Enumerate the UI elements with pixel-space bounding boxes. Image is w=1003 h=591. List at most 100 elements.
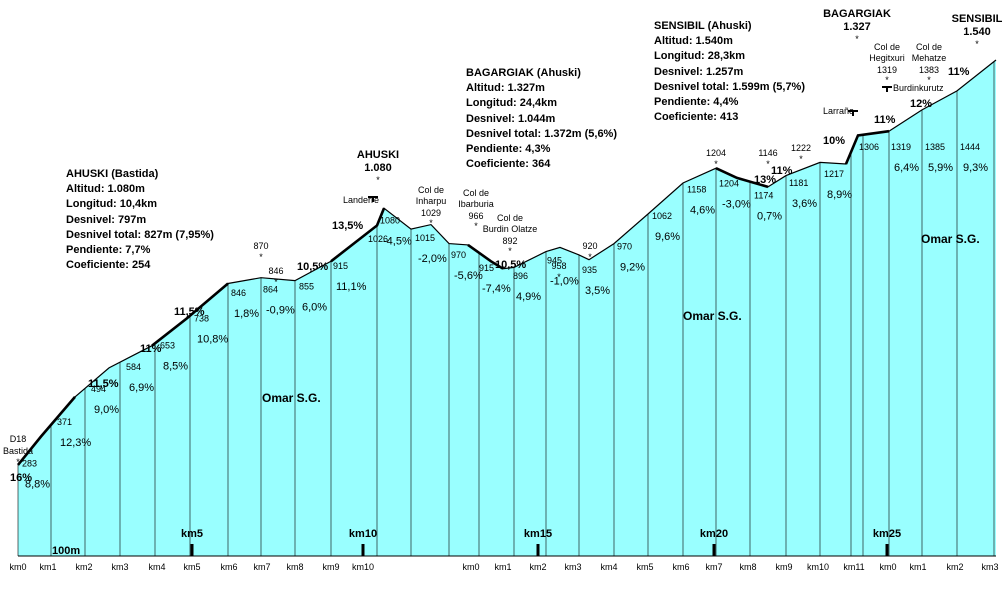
segment-gradient-label: 9,0% bbox=[94, 404, 119, 416]
info-box-line: Pendiente: 4,4% bbox=[654, 96, 739, 109]
segment-gradient-label: 8,9% bbox=[827, 189, 852, 201]
max-gradient-label: 16% bbox=[10, 472, 32, 484]
steep-section bbox=[330, 207, 386, 263]
info-box-line: Desnivel: 797m bbox=[66, 213, 147, 226]
spot-height: 920 bbox=[582, 241, 597, 251]
summit-elevation: 1.540 bbox=[963, 26, 991, 38]
place-label: Landerre bbox=[343, 195, 379, 205]
segment-elevation-label: 915 bbox=[333, 261, 348, 271]
segment-gradient-label: 9,6% bbox=[655, 231, 680, 243]
info-box-line: Longitud: 24,4km bbox=[466, 97, 558, 110]
segment-gradient-label: 9,3% bbox=[963, 162, 988, 174]
col-elevation: 966 bbox=[468, 211, 483, 221]
col-asterisk: * bbox=[885, 75, 889, 85]
segment-elevation-label: 738 bbox=[194, 313, 209, 323]
segment-elevation-label: 846 bbox=[231, 288, 246, 298]
place-marker-stem bbox=[886, 86, 888, 92]
max-gradient-label: 10,5% bbox=[495, 259, 526, 271]
summit-asterisk: * bbox=[855, 34, 859, 44]
info-box-title: AHUSKI (Bastida) bbox=[66, 168, 159, 180]
km-tick-label: km7 bbox=[253, 562, 270, 572]
col-asterisk: * bbox=[927, 75, 931, 85]
summit-asterisk: * bbox=[975, 39, 979, 49]
km-tick-label: km1 bbox=[39, 562, 56, 572]
km-tick-label: km3 bbox=[981, 562, 998, 572]
start-label: D18 bbox=[10, 434, 27, 444]
segment-gradient-label: 6,0% bbox=[302, 301, 327, 313]
km-tick-label: km5 bbox=[636, 562, 653, 572]
km-tick-label: km4 bbox=[600, 562, 617, 572]
info-box-sensibil: SENSIBIL (Ahuski) Altitud: 1.540m Longit… bbox=[654, 19, 805, 125]
start-label: Bastida bbox=[3, 446, 33, 456]
info-box-line: Desnivel: 1.257m bbox=[654, 65, 744, 78]
place-label: Larrañe bbox=[823, 106, 854, 116]
info-box-line: Desnivel total: 1.372m (5,6%) bbox=[466, 127, 618, 140]
km-tick-label: km9 bbox=[775, 562, 792, 572]
watermark: Omar S.G. bbox=[262, 391, 321, 405]
segment-gradient-label: 9,2% bbox=[620, 262, 645, 274]
segment-gradient-label: -7,4% bbox=[482, 283, 511, 295]
watermark: Omar S.G. bbox=[683, 309, 742, 323]
km-tick-label: km5 bbox=[183, 562, 200, 572]
col-name: Ibarburia bbox=[458, 199, 494, 209]
km-tick-label: km6 bbox=[672, 562, 689, 572]
spot-height-asterisk: * bbox=[588, 252, 592, 262]
km-tick-label: km0 bbox=[462, 562, 479, 572]
segment-elevation-label: 970 bbox=[617, 242, 632, 252]
col-name: Col de bbox=[497, 213, 523, 223]
summit-asterisk: * bbox=[376, 175, 380, 185]
info-box-line: Altitud: 1.080m bbox=[66, 183, 145, 196]
segment-elevation-label: 970 bbox=[451, 250, 466, 260]
segment-gradient-label: -3,0% bbox=[722, 198, 751, 210]
col-asterisk: * bbox=[508, 246, 512, 256]
info-box-line: Coeficiente: 254 bbox=[66, 259, 151, 272]
max-gradient-label: 10,5% bbox=[297, 261, 328, 273]
spot-height-asterisk: * bbox=[714, 159, 718, 169]
km-marker-tick bbox=[190, 544, 194, 556]
place-marker-stem bbox=[852, 110, 854, 116]
segment-elevation-label: 1181 bbox=[789, 178, 808, 188]
col-name: Hegitxuri bbox=[869, 53, 905, 63]
km-tick-label: km2 bbox=[75, 562, 92, 572]
km-tick-label: km6 bbox=[220, 562, 237, 572]
km-marker-tick bbox=[885, 544, 889, 556]
segment-gradient-label: 10,8% bbox=[197, 333, 228, 345]
spot-height-asterisk: * bbox=[274, 277, 278, 287]
summit-name: SENSIBIL bbox=[952, 13, 1003, 25]
summit-name: BAGARGIAK bbox=[823, 8, 891, 20]
km-tick-label: km2 bbox=[529, 562, 546, 572]
steep-section bbox=[844, 129, 890, 165]
segment-elevation-label: 494 bbox=[91, 384, 106, 394]
col-name: Mehatze bbox=[912, 53, 947, 63]
km-tick-label: km1 bbox=[494, 562, 511, 572]
segment-elevation-label: 915 bbox=[479, 263, 494, 273]
km-tick-label: km0 bbox=[9, 562, 26, 572]
spot-height: 1204 bbox=[706, 148, 726, 158]
segment-elevation-label: 653 bbox=[160, 341, 175, 351]
segment-gradient-label: 3,6% bbox=[792, 198, 817, 210]
steep-section bbox=[715, 167, 769, 189]
segment-elevation-label: 1444 bbox=[960, 142, 980, 152]
place-label: Burdinkurutz bbox=[893, 83, 944, 93]
km-marker-tick bbox=[361, 544, 365, 556]
segment-gradient-label: 12,3% bbox=[60, 437, 91, 449]
spot-height: 1146 bbox=[758, 148, 777, 158]
segment-gradient-label: 5,9% bbox=[928, 162, 953, 174]
spot-height-asterisk: * bbox=[557, 272, 561, 282]
info-box-line: Altitud: 1.540m bbox=[654, 35, 733, 48]
km-tick-label: km8 bbox=[739, 562, 756, 572]
segment-gradient-label: 11,1% bbox=[336, 281, 367, 293]
km-tick-label: km1 bbox=[909, 562, 926, 572]
col-asterisk: * bbox=[429, 218, 433, 228]
max-gradient-label: 12% bbox=[910, 98, 932, 110]
max-gradient-label: 11% bbox=[874, 114, 896, 126]
spot-height: 1222 bbox=[791, 143, 811, 153]
max-gradient-label: 11% bbox=[140, 343, 162, 355]
spot-height-asterisk: * bbox=[766, 159, 770, 169]
km-tick-label: km10 bbox=[807, 562, 829, 572]
segment-gradient-label: -0,9% bbox=[266, 304, 295, 316]
km-marker-tick bbox=[712, 544, 716, 556]
segment-elevation-label: 1080 bbox=[380, 216, 400, 226]
segment-elevation-label: 283 bbox=[22, 459, 37, 469]
info-box-line: Longitud: 10,4km bbox=[66, 198, 158, 211]
